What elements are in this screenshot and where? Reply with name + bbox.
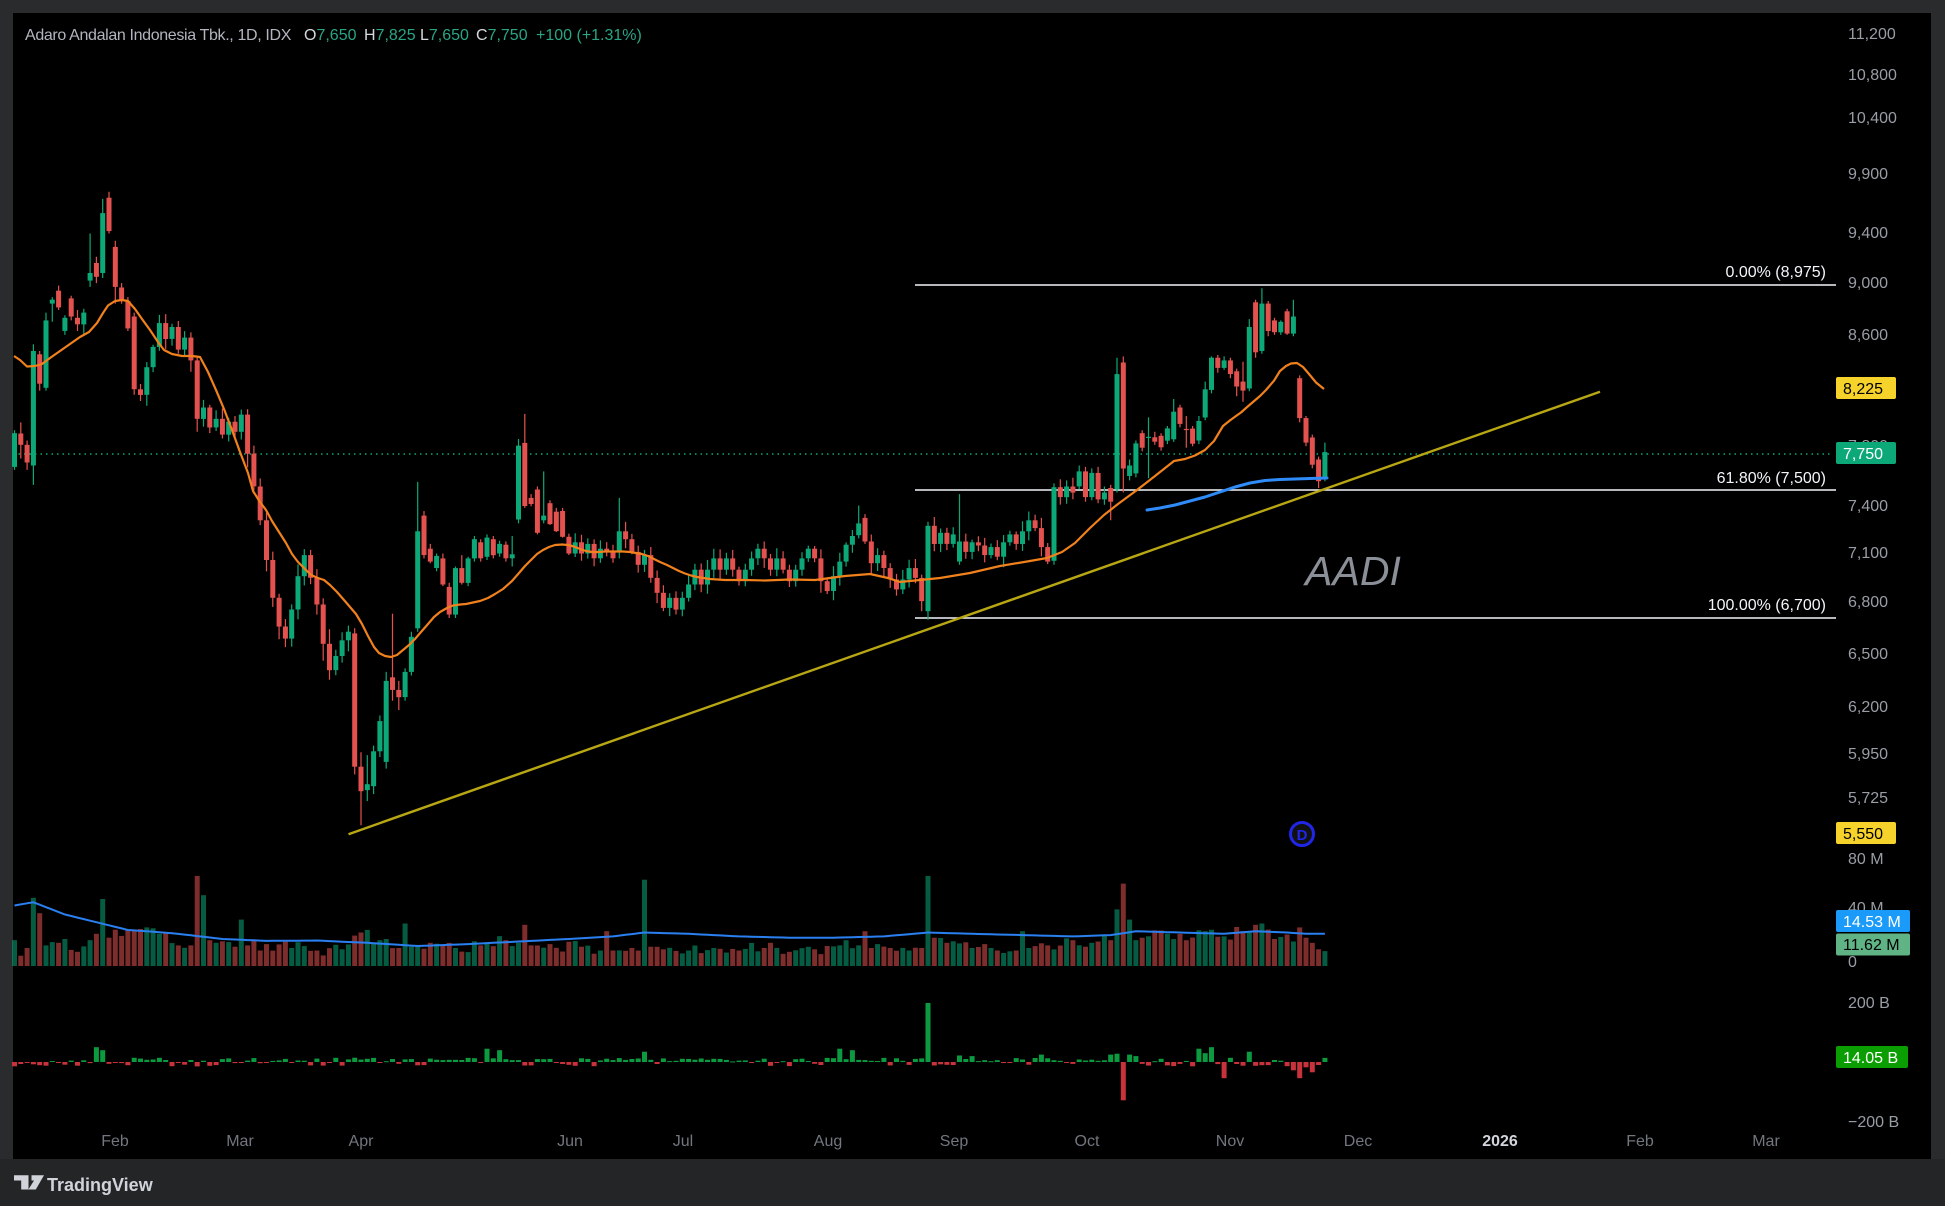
- svg-text:2026: 2026: [1482, 1133, 1518, 1150]
- svg-text:9,000: 9,000: [1848, 275, 1888, 292]
- svg-text:8,600: 8,600: [1848, 327, 1888, 344]
- svg-text:H7,825: H7,825: [364, 27, 416, 44]
- svg-text:9,400: 9,400: [1848, 225, 1888, 242]
- svg-text:C7,750: C7,750: [476, 27, 528, 44]
- svg-text:11,200: 11,200: [1848, 26, 1896, 43]
- svg-text:Feb: Feb: [1626, 1133, 1654, 1150]
- svg-text:14.05 B: 14.05 B: [1843, 1050, 1898, 1067]
- svg-text:0.00% (8,975): 0.00% (8,975): [1725, 264, 1826, 281]
- svg-text:9,900: 9,900: [1848, 166, 1888, 183]
- svg-text:Oct: Oct: [1075, 1133, 1100, 1150]
- svg-text:5,950: 5,950: [1848, 746, 1888, 763]
- svg-text:Feb: Feb: [101, 1133, 129, 1150]
- svg-text:Dec: Dec: [1344, 1133, 1372, 1150]
- svg-text:11.62 M: 11.62 M: [1843, 937, 1900, 954]
- svg-text:10,400: 10,400: [1848, 110, 1897, 127]
- svg-text:Adaro Andalan Indonesia Tbk.,: Adaro Andalan Indonesia Tbk., 1D, IDX: [25, 27, 292, 44]
- svg-text:7,400: 7,400: [1848, 498, 1888, 515]
- svg-text:7,750: 7,750: [1843, 446, 1883, 463]
- svg-text:L7,650: L7,650: [420, 27, 469, 44]
- svg-text:O7,650: O7,650: [304, 27, 357, 44]
- svg-text:TradingView: TradingView: [47, 1175, 154, 1195]
- svg-text:D: D: [1297, 827, 1308, 844]
- svg-text:5,550: 5,550: [1843, 826, 1883, 843]
- svg-text:10,800: 10,800: [1848, 67, 1897, 84]
- svg-text:6,800: 6,800: [1848, 594, 1888, 611]
- svg-text:−200 B: −200 B: [1848, 1114, 1899, 1131]
- svg-text:5,725: 5,725: [1848, 790, 1888, 807]
- svg-text:0: 0: [1848, 954, 1857, 971]
- svg-text:200 B: 200 B: [1848, 995, 1890, 1012]
- svg-text:100.00% (6,700): 100.00% (6,700): [1708, 597, 1826, 614]
- svg-text:80 M: 80 M: [1848, 851, 1884, 868]
- svg-text:6,500: 6,500: [1848, 646, 1888, 663]
- svg-text:7,100: 7,100: [1848, 545, 1888, 562]
- svg-text:Mar: Mar: [226, 1133, 254, 1150]
- svg-text:Sep: Sep: [940, 1133, 969, 1150]
- svg-text:Apr: Apr: [349, 1133, 375, 1150]
- svg-text:+100 (+1.31%): +100 (+1.31%): [536, 27, 642, 44]
- svg-text:8,225: 8,225: [1843, 381, 1883, 398]
- svg-text:Jun: Jun: [557, 1133, 583, 1150]
- svg-text:Nov: Nov: [1216, 1133, 1244, 1150]
- svg-text:Aug: Aug: [814, 1133, 842, 1150]
- svg-text:AADI: AADI: [1302, 548, 1401, 594]
- svg-text:61.80% (7,500): 61.80% (7,500): [1717, 470, 1826, 487]
- svg-text:Jul: Jul: [673, 1133, 693, 1150]
- svg-text:6,200: 6,200: [1848, 699, 1888, 716]
- svg-text:Mar: Mar: [1752, 1133, 1780, 1150]
- svg-text:14.53 M: 14.53 M: [1843, 914, 1901, 931]
